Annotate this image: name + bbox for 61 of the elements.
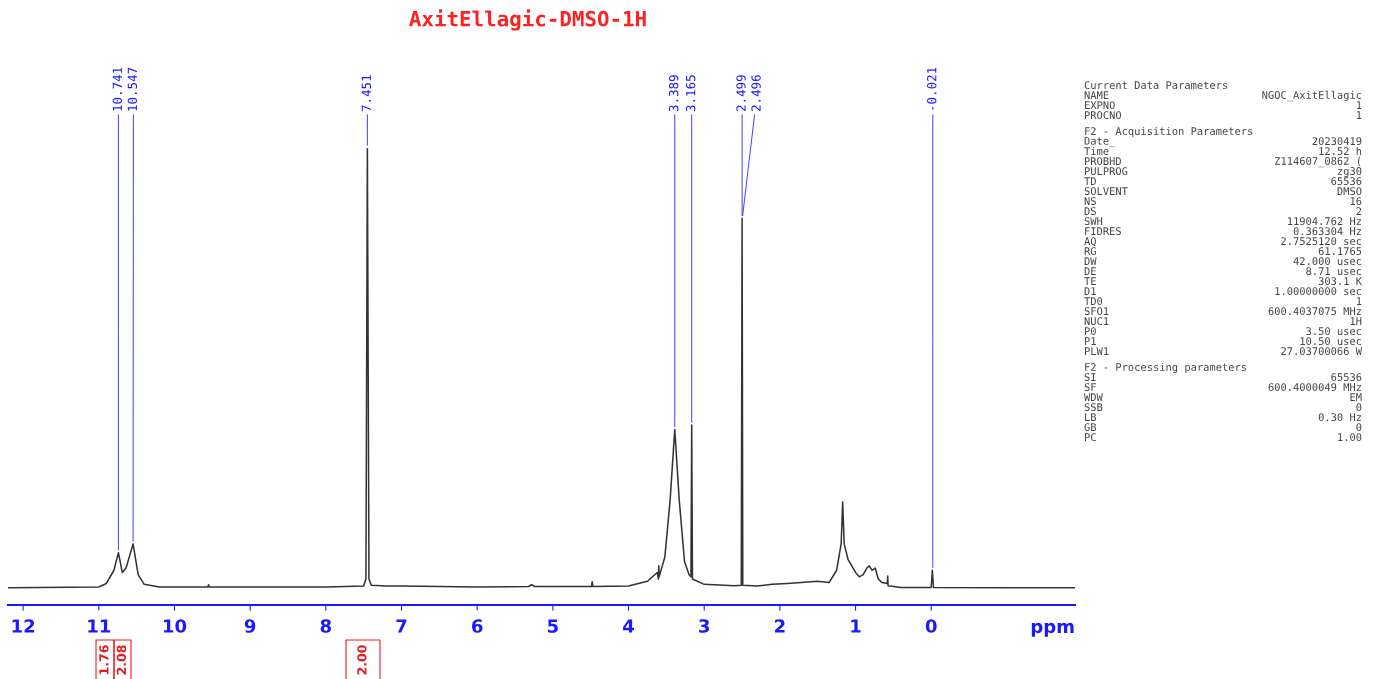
text: NAME NGOC_AxitEllagic [1084, 90, 1362, 102]
x-tick-label: 10 [163, 619, 187, 633]
x-tick-label: 5 [547, 619, 558, 633]
text: F2 - Acquisition Parameters [1085, 126, 1253, 138]
text: PROBHD Z114607_0862 ( [1085, 156, 1361, 168]
annotation: 7.451 [361, 75, 372, 112]
text: FIDRES 0.363304 Hz [1085, 227, 1362, 236]
annotation: 3.165 [685, 75, 696, 112]
text: PLW1 27.03700066 W [1085, 347, 1362, 356]
annotation: 2.496 [751, 75, 761, 112]
x-tick-label: 11 [88, 619, 111, 633]
text: DS 2 [1084, 207, 1362, 216]
text: 2.08 [116, 645, 127, 675]
text: TE 303.1 K [1084, 277, 1362, 286]
text: RG 61.1765 [1084, 247, 1362, 256]
text: DW 42.000 usec [1084, 257, 1362, 266]
text: NS 16 [1084, 197, 1362, 206]
x-tick-label: 12 [12, 619, 35, 633]
annotation: -0.021 [927, 67, 937, 110]
text: GB 0 [1084, 423, 1362, 432]
x-tick-label: 0 [925, 619, 937, 633]
text: NUC1 1H [1084, 317, 1362, 326]
text: 2.00 [357, 645, 367, 675]
x-tick-label: 9 [244, 619, 256, 633]
text: Time 12.52 h [1084, 146, 1362, 156]
x-tick-label: 8 [320, 619, 331, 633]
text: PULPROG zg30 [1085, 167, 1362, 178]
text: PROCNO 1 [1085, 111, 1362, 120]
text: PC 1.00 [1085, 433, 1362, 442]
text: AQ 2.7525120 sec [1084, 237, 1362, 247]
x-tick-label: 7 [396, 619, 407, 633]
text: D1 1.00000000 sec [1084, 287, 1362, 296]
text: P0 3.50 usec [1085, 327, 1362, 336]
text: SSB 0 [1084, 403, 1362, 412]
text: SWH 11904.762 Hz [1084, 217, 1362, 226]
annotation: 10.547 [127, 67, 138, 111]
x-axis-title: ppm [1031, 622, 1074, 637]
x-tick-label: 4 [623, 619, 634, 633]
x-tick-label: 3 [699, 619, 710, 633]
text: TD0 1 [1084, 297, 1362, 306]
annotation: 10.741 [112, 67, 123, 111]
x-tick-label: 2 [775, 619, 785, 633]
text: SFO1 600.4037075 MHz [1084, 307, 1362, 316]
text: 1.76 [99, 645, 109, 675]
text: SOLVENT DMSO [1084, 187, 1362, 196]
x-tick-label: 1 [851, 619, 861, 633]
text: EXPNO 1 [1085, 101, 1362, 110]
text: TD 65536 [1084, 177, 1362, 186]
text: Date_ 20230419 [1084, 137, 1362, 148]
text: F2 - Processing parameters [1085, 362, 1247, 374]
x-tick-label: 6 [472, 619, 483, 633]
text: P1 10.50 usec [1085, 337, 1362, 346]
annotation: 2.499 [736, 75, 746, 112]
text: SF 600.4000049 MHz [1084, 383, 1362, 392]
text: LB 0.30 Hz [1085, 413, 1362, 422]
text: SI 65536 [1084, 373, 1362, 382]
text: DE 8.71 usec [1084, 267, 1362, 276]
annotation: 3.389 [668, 75, 679, 112]
text: Current Data Parameters [1084, 81, 1228, 90]
chart-title: AxitEllagic-DMSO-1H [409, 9, 646, 31]
text: WDW EM [1084, 393, 1362, 401]
